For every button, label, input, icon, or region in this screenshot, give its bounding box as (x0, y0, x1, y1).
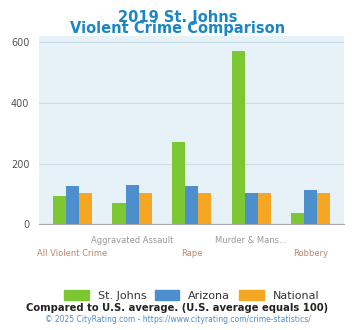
Bar (185, 186, 198, 224)
Bar (66, 186, 79, 224)
Text: Aggravated Assault: Aggravated Assault (91, 236, 173, 245)
Bar (139, 193, 152, 224)
Bar (304, 190, 317, 224)
Bar (198, 193, 211, 224)
Text: All Violent Crime: All Violent Crime (38, 249, 108, 258)
Bar (172, 143, 185, 224)
Text: Murder & Mans...: Murder & Mans... (215, 236, 287, 245)
Bar (258, 193, 271, 224)
Legend: St. Johns, Arizona, National: St. Johns, Arizona, National (60, 286, 324, 305)
Text: 2019 St. Johns: 2019 St. Johns (118, 10, 237, 25)
Bar (113, 203, 126, 224)
Bar (79, 193, 92, 224)
Text: Robbery: Robbery (293, 249, 328, 258)
Bar (245, 193, 258, 224)
Bar (231, 51, 245, 224)
Text: Rape: Rape (181, 249, 202, 258)
Text: Violent Crime Comparison: Violent Crime Comparison (70, 21, 285, 36)
Bar (53, 196, 66, 224)
Bar (126, 185, 139, 224)
Bar (291, 213, 304, 224)
Bar (317, 193, 331, 224)
Text: Compared to U.S. average. (U.S. average equals 100): Compared to U.S. average. (U.S. average … (26, 303, 329, 313)
Text: © 2025 CityRating.com - https://www.cityrating.com/crime-statistics/: © 2025 CityRating.com - https://www.city… (45, 315, 310, 324)
